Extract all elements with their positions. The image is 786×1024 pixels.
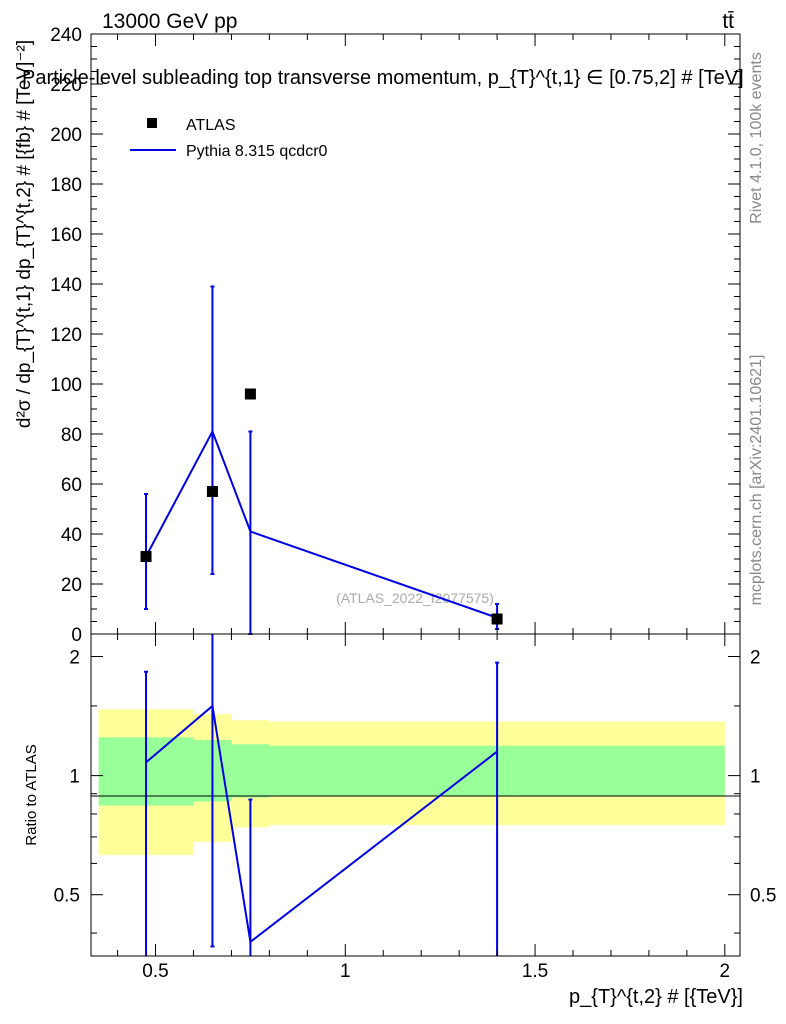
- y-tick-label: 40: [61, 525, 82, 546]
- legend-marker-atlas: [147, 118, 157, 128]
- x-tick-label: 1.5: [522, 961, 548, 982]
- ratio-inner-band: [231, 744, 270, 798]
- legend-label-pythia: Pythia 8.315 qcdcr0: [186, 143, 328, 160]
- rivet-label: Rivet 4.1.0, 100k events: [748, 52, 765, 224]
- ratio-y-tick-label-right: 0.5: [750, 886, 776, 907]
- ratio-y-tick-label: 0.5: [54, 886, 80, 907]
- y-tick-label: 20: [61, 575, 82, 596]
- chart-title: Particle-level subleading top transverse…: [22, 67, 744, 89]
- atlas-data-point: [206, 486, 218, 497]
- ratio-y-tick-label: 2: [69, 648, 80, 669]
- ratio-series-line: [145, 704, 498, 944]
- x-tick-label: 0.5: [142, 961, 168, 982]
- y-tick-label: 240: [50, 25, 82, 46]
- legend-label-atlas: ATLAS: [186, 117, 236, 134]
- x-tick-label: 1: [340, 961, 351, 982]
- y-tick-label: 0: [71, 625, 82, 646]
- y-axis-label: d²σ / dp_{T}^{t,1} dp_{T}^{t,2} # [{fb} …: [14, 40, 35, 428]
- mc-series-line: [145, 429, 498, 619]
- legend: ATLAS Pythia 8.315 qcdcr0: [130, 117, 328, 160]
- ratio-y-tick-label-right: 1: [750, 767, 761, 788]
- y-tick-label: 160: [50, 225, 82, 246]
- mcplots-label: mcplots.cern.ch [arXiv:2401.10621]: [748, 355, 765, 606]
- y-tick-label: 100: [50, 375, 82, 396]
- main-panel: (ATLAS_2022_I2077575) 0 20 40 60 80 100 120 140…: [14, 25, 744, 646]
- x-tick-label: 2: [720, 961, 731, 982]
- chart-watermark: (ATLAS_2022_I2077575): [336, 590, 494, 606]
- energy-label: 13000 GeV pp: [102, 10, 237, 33]
- process-label: tt̄: [722, 10, 734, 33]
- y-tick-label: 220: [50, 75, 82, 96]
- ratio-y-tick-label: 1: [69, 767, 80, 788]
- y-tick-label: 80: [61, 425, 82, 446]
- y-tick-label: 180: [50, 175, 82, 196]
- ratio-panel: 0.5 0.5 1 1 2 2 0.5 1 1.5 2 Ratio to ATLAS p_{T}^…: [23, 633, 776, 1008]
- atlas-data-point: [244, 388, 256, 400]
- y-tick-label: 140: [50, 275, 82, 296]
- ratio-y-axis-label: Ratio to ATLAS: [23, 744, 40, 845]
- x-axis-label: p_{T}^{t,2} # [{TeV}]: [569, 986, 743, 1008]
- ratio-y-tick-label-right: 2: [750, 648, 761, 669]
- atlas-data-point: [140, 551, 152, 562]
- atlas-data-point: [491, 613, 503, 625]
- ratio-frame: [90, 633, 741, 957]
- y-tick-label: 60: [61, 475, 82, 496]
- y-tick-label: 120: [50, 325, 82, 346]
- y-tick-label: 200: [50, 125, 82, 146]
